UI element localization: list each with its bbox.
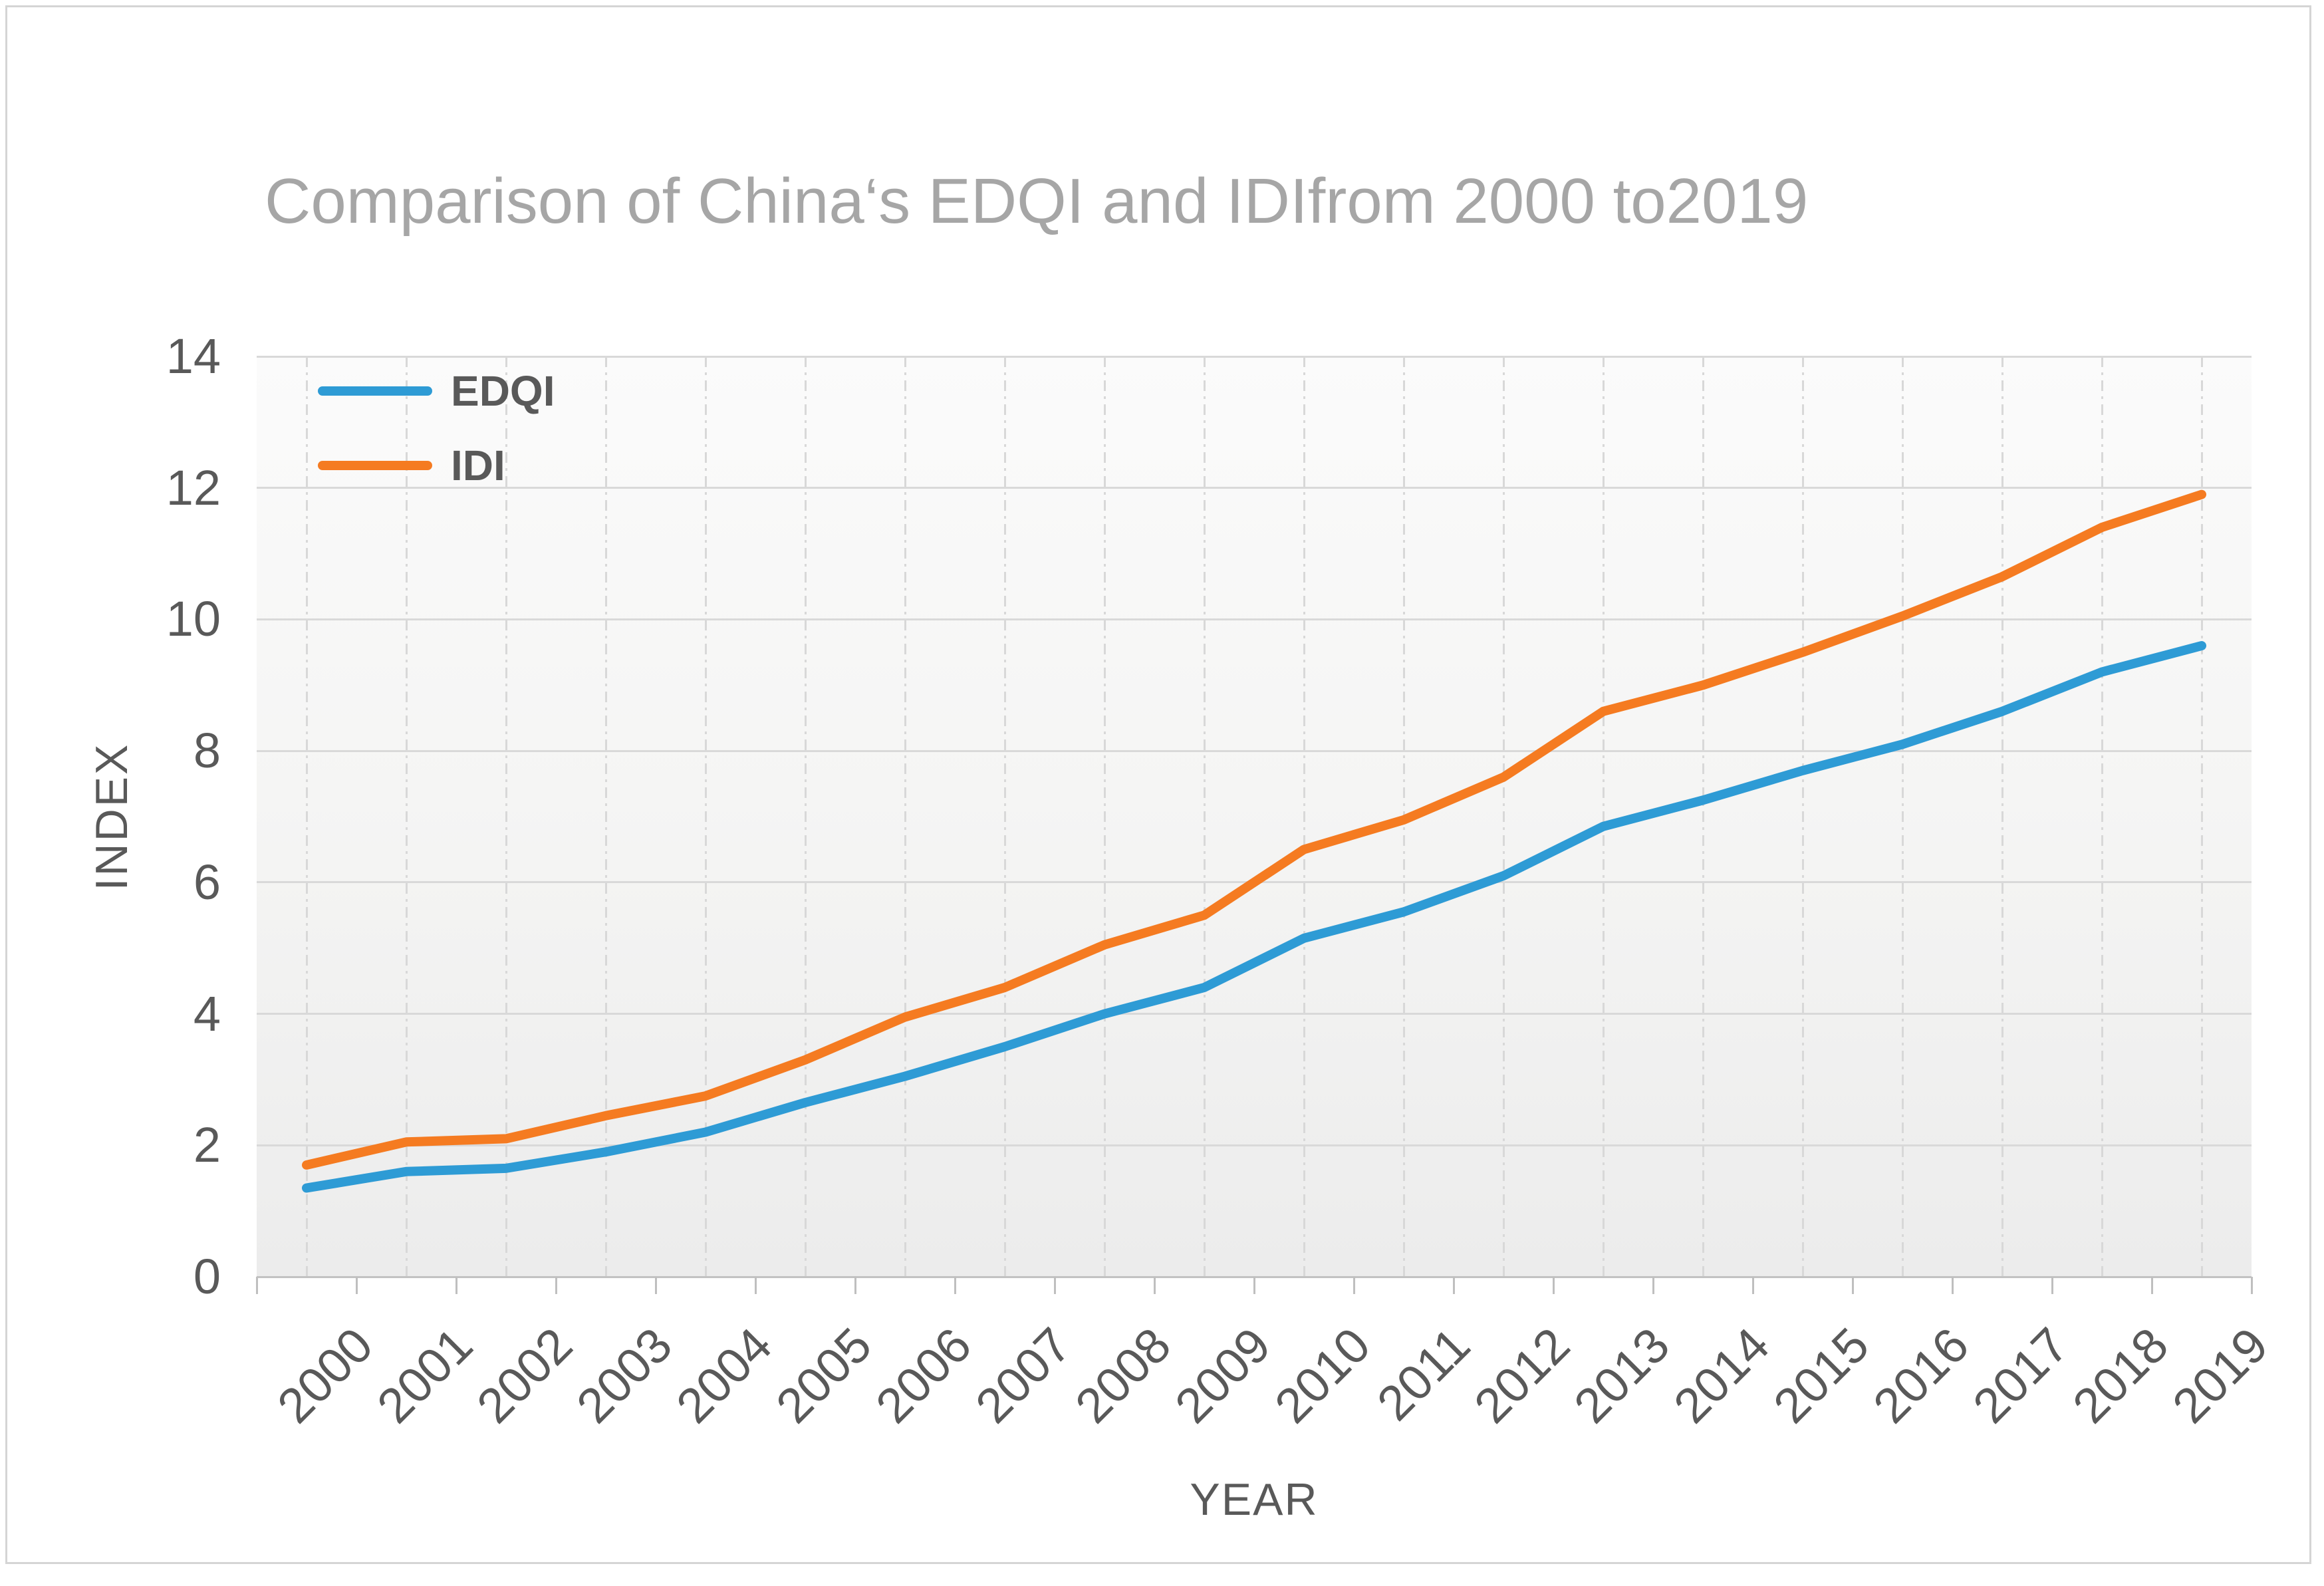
legend-item-edqi: EDQI xyxy=(318,364,555,418)
y-tick-label: 14 xyxy=(166,329,221,384)
y-tick-label: 12 xyxy=(166,460,221,515)
gridline xyxy=(257,1013,2252,1015)
line-series-layer xyxy=(302,489,2206,1193)
gridline-2014 xyxy=(1702,356,1704,1277)
gridline-2002 xyxy=(505,356,507,1277)
y-tick-label: 6 xyxy=(193,854,221,910)
gridline-2005 xyxy=(804,356,807,1277)
x-tick-mark xyxy=(654,1277,657,1294)
y-tick-label: 0 xyxy=(193,1249,221,1304)
gridline xyxy=(257,1144,2252,1146)
x-tick-mark xyxy=(1851,1277,1854,1294)
gridline-2017 xyxy=(2001,356,2003,1277)
y-tick-label: 8 xyxy=(193,723,221,779)
gridline-2004 xyxy=(704,356,707,1277)
x-tick-mark xyxy=(1153,1277,1156,1294)
legend-swatch-idi xyxy=(318,461,432,470)
x-tick-mark xyxy=(2150,1277,2153,1294)
series-line-edqi xyxy=(302,641,2206,1193)
x-tick-mark xyxy=(1552,1277,1555,1294)
gridline-2003 xyxy=(604,356,607,1277)
gridline xyxy=(257,487,2252,489)
legend-label: EDQI xyxy=(451,367,555,415)
x-tick-mark xyxy=(1951,1277,1954,1294)
plot-area: EDQI IDI xyxy=(257,355,2252,1278)
gridline-2015 xyxy=(1801,356,1804,1277)
gridline-2000 xyxy=(305,356,308,1277)
x-tick-mark xyxy=(1053,1277,1056,1294)
x-tick-mark xyxy=(2051,1277,2053,1294)
legend: EDQI IDI xyxy=(318,364,555,513)
gridline-2018 xyxy=(2101,356,2103,1277)
x-tick-mark xyxy=(555,1277,557,1294)
x-tick-mark xyxy=(255,1277,258,1294)
x-tick-mark xyxy=(1652,1277,1654,1294)
gridline-2001 xyxy=(405,356,408,1277)
gridline xyxy=(257,618,2252,620)
x-tick-mark xyxy=(1452,1277,1455,1294)
x-tick-mark xyxy=(1253,1277,1255,1294)
x-tick-mark xyxy=(455,1277,457,1294)
legend-item-idi: IDI xyxy=(318,439,555,492)
y-tick-label: 4 xyxy=(193,986,221,1041)
x-tick-mark xyxy=(954,1277,956,1294)
gridline-2006 xyxy=(904,356,906,1277)
chart-title: Comparison of China‘s EDQI and IDIfrom 2… xyxy=(265,166,1809,237)
x-tick-mark xyxy=(754,1277,757,1294)
legend-label: IDI xyxy=(451,442,505,489)
gridline-2010 xyxy=(1303,356,1305,1277)
y-tick-label: 2 xyxy=(193,1117,221,1173)
gridline-2008 xyxy=(1103,356,1106,1277)
gridline-2019 xyxy=(2200,356,2203,1277)
x-tick-mark xyxy=(1751,1277,1754,1294)
x-tick-mark xyxy=(854,1277,856,1294)
gridline-2013 xyxy=(1602,356,1605,1277)
y-tick-label: 10 xyxy=(166,591,221,647)
x-tick-mark xyxy=(2250,1277,2253,1294)
gridline-2016 xyxy=(1901,356,1904,1277)
x-tick-mark xyxy=(1353,1277,1355,1294)
x-axis-title: YEAR xyxy=(1190,1474,1319,1525)
gridline xyxy=(257,749,2252,752)
series-line-idi xyxy=(302,489,2206,1170)
gridline-2007 xyxy=(1003,356,1006,1277)
y-axis-title: INDEX xyxy=(86,742,137,891)
gridline-2009 xyxy=(1203,356,1206,1277)
gridline-2012 xyxy=(1502,356,1505,1277)
legend-swatch-edqi xyxy=(318,386,432,396)
x-tick-mark xyxy=(355,1277,358,1294)
gridline xyxy=(257,355,2252,358)
